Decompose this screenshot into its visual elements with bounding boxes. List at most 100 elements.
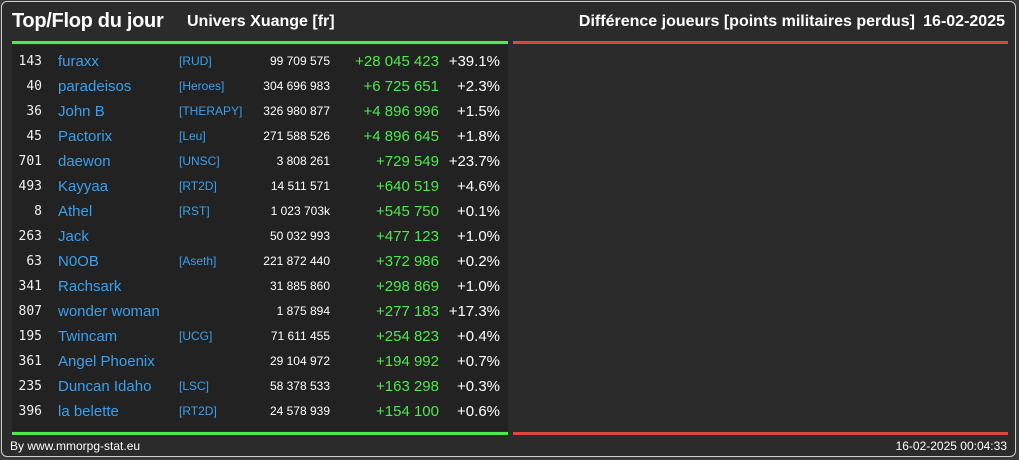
player-points: 304 696 983 — [263, 79, 330, 93]
percent-change: +4.6% — [457, 178, 500, 195]
table-row: 8 Athel [RST] 1 023 703k +545 750 +0.1% — [12, 199, 508, 224]
player-rank: 807 — [18, 304, 42, 319]
player-name-link[interactable]: furaxx — [58, 53, 99, 70]
points-difference: +477 123 — [376, 228, 439, 245]
player-rank: 263 — [18, 229, 42, 244]
player-rank: 341 — [18, 279, 42, 294]
player-name-link[interactable]: Jack — [58, 228, 89, 245]
player-name-link[interactable]: Kayyaa — [58, 178, 109, 195]
top-gainers-divider-top — [12, 41, 508, 44]
player-name-link[interactable]: Angel Phoenix — [58, 353, 155, 370]
alliance-tag-link[interactable]: [LSC] — [179, 379, 210, 393]
percent-change: +23.7% — [448, 153, 500, 170]
table-row: 493 Kayyaa [RT2D] 14 511 571 +640 519 +4.6% — [12, 174, 508, 199]
percent-change: +1.5% — [457, 103, 500, 120]
player-rank: 40 — [26, 79, 42, 94]
points-difference: +154 100 — [376, 403, 439, 420]
player-points: 1 875 894 — [276, 304, 330, 318]
percent-change: +17.3% — [448, 303, 500, 320]
points-difference: +6 725 651 — [363, 78, 440, 95]
alliance-tag-link[interactable]: [RST] — [179, 204, 210, 218]
table-row: 195 Twincam [UCG] 71 611 455 +254 823 +0.4% — [12, 324, 508, 349]
player-name-link[interactable]: wonder woman — [58, 303, 160, 320]
player-name-link[interactable]: la belette — [58, 403, 119, 420]
points-difference: +545 750 — [376, 203, 439, 220]
points-difference: +254 823 — [376, 328, 439, 345]
points-difference: +372 986 — [376, 253, 439, 270]
player-points: 99 709 575 — [269, 54, 330, 68]
top-losers-list — [513, 45, 1008, 431]
points-difference: +4 896 996 — [363, 103, 440, 120]
table-row: 40 paradeisos [Heroes] 304 696 983 +6 725 65… — [12, 74, 508, 99]
player-name-link[interactable]: Rachsark — [58, 278, 122, 295]
player-name-link[interactable]: John B — [58, 103, 105, 120]
generated-timestamp: 16-02-2025 00:04:33 — [895, 439, 1007, 453]
percent-change: +2.3% — [457, 78, 500, 95]
player-points: 24 578 939 — [269, 404, 330, 418]
player-rank: 45 — [26, 129, 42, 144]
table-row: 63 N0OB [Aseth] 221 872 440 +372 986 +0.2% — [12, 249, 508, 274]
alliance-tag-link[interactable]: [THERAPY] — [179, 104, 243, 118]
page-title: Top/Flop du jour — [12, 10, 164, 32]
player-rank: 493 — [18, 179, 42, 194]
percent-change: +0.3% — [457, 378, 500, 395]
player-name-link[interactable]: Athel — [58, 203, 93, 220]
player-points: 14 511 571 — [270, 179, 330, 193]
player-points: 3 808 261 — [276, 154, 330, 168]
table-row: 263 Jack 50 032 993 +477 123 +1.0% — [12, 224, 508, 249]
player-points: 326 980 877 — [263, 104, 330, 118]
percent-change: +0.2% — [457, 253, 500, 270]
player-points: 221 872 440 — [263, 254, 330, 268]
table-row: 341 Rachsark 31 885 860 +298 869 +1.0% — [12, 274, 508, 299]
player-rank: 361 — [18, 354, 42, 369]
points-difference: +194 992 — [376, 353, 439, 370]
points-difference: +277 183 — [376, 303, 439, 320]
player-rank: 235 — [18, 379, 42, 394]
alliance-tag-link[interactable]: [RT2D] — [179, 179, 217, 193]
percent-change: +0.1% — [457, 203, 500, 220]
player-points: 31 885 860 — [269, 279, 330, 293]
percent-change: +1.0% — [457, 278, 500, 295]
percent-change: +1.8% — [457, 128, 500, 145]
player-rank: 36 — [26, 104, 42, 119]
player-rank: 701 — [18, 154, 42, 169]
points-difference: +298 869 — [376, 278, 439, 295]
alliance-tag-link[interactable]: [UCG] — [179, 329, 213, 343]
player-points: 271 588 526 — [263, 129, 330, 143]
player-rank: 63 — [26, 254, 42, 269]
top-gainers-list: 143 furaxx [RUD] 99 709 575 +28 045 423 +39.1… — [12, 45, 508, 431]
player-points: 29 104 972 — [269, 354, 330, 368]
player-rank: 195 — [18, 329, 42, 344]
alliance-tag-link[interactable]: [Leu] — [179, 129, 206, 143]
alliance-tag-link[interactable]: [RT2D] — [179, 404, 217, 418]
player-name-link[interactable]: Pactorix — [58, 128, 113, 145]
ranking-date: 16-02-2025 — [923, 13, 1005, 30]
header: Top/Flop du jour Univers Xuange [fr] Dif… — [2, 2, 1015, 42]
table-row: 235 Duncan Idaho [LSC] 58 378 533 +163 298 +0… — [12, 374, 508, 399]
table-row: 36 John B [THERAPY] 326 980 877 +4 896 996 +1… — [12, 99, 508, 124]
alliance-tag-link[interactable]: [Aseth] — [179, 254, 217, 268]
points-difference: +4 896 645 — [363, 128, 440, 145]
points-difference: +640 519 — [376, 178, 439, 195]
points-difference: +28 045 423 — [355, 53, 439, 70]
player-points: 1 023 703k — [270, 204, 330, 218]
player-name-link[interactable]: N0OB — [58, 253, 99, 270]
table-row: 361 Angel Phoenix 29 104 972 +194 992 +0.7% — [12, 349, 508, 374]
site-credit-link[interactable]: By www.mmorpg-stat.eu — [10, 439, 141, 453]
alliance-tag-link[interactable]: [Heroes] — [179, 79, 225, 93]
universe-label: Univers Xuange [fr] — [187, 13, 335, 30]
percent-change: +1.0% — [457, 228, 500, 245]
player-points: 50 032 993 — [269, 229, 330, 243]
table-row: 701 daewon [UNSC] 3 808 261 +729 549 +23.7% — [12, 149, 508, 174]
percent-change: +0.7% — [457, 353, 500, 370]
alliance-tag-link[interactable]: [UNSC] — [179, 154, 220, 168]
player-name-link[interactable]: Twincam — [58, 328, 118, 345]
player-points: 71 611 455 — [270, 329, 330, 343]
alliance-tag-link[interactable]: [RUD] — [179, 54, 212, 68]
player-points: 58 378 533 — [269, 379, 330, 393]
player-rank: 8 — [34, 204, 42, 219]
player-name-link[interactable]: daewon — [58, 153, 111, 170]
player-name-link[interactable]: Duncan Idaho — [58, 378, 152, 395]
player-rank: 396 — [18, 404, 42, 419]
player-name-link[interactable]: paradeisos — [58, 78, 132, 95]
